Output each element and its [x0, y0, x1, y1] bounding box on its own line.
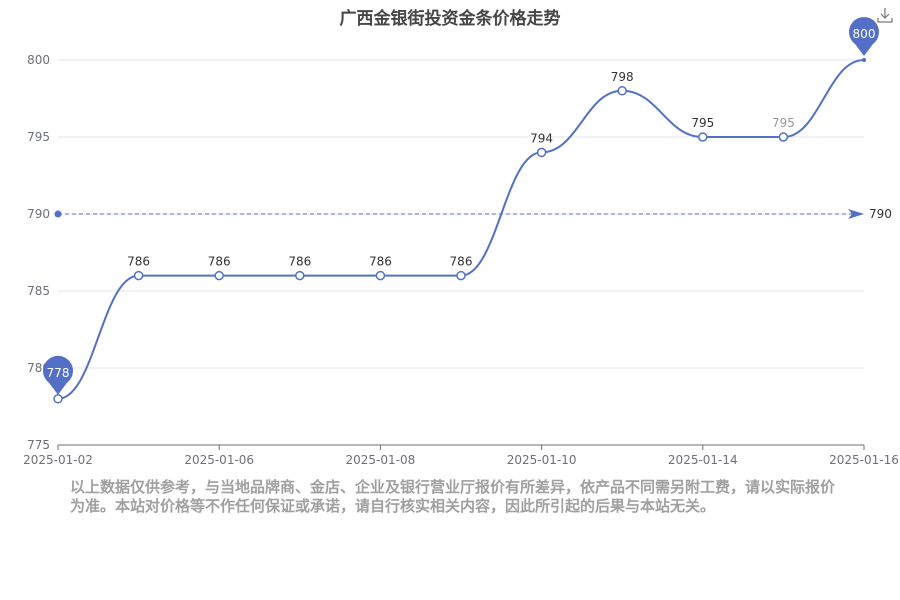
- data-label: 786: [127, 255, 150, 269]
- y-tick-label: 785: [27, 284, 50, 298]
- data-label: 786: [369, 255, 392, 269]
- y-tick-label: 800: [27, 53, 50, 67]
- min-pin-label: 778: [47, 366, 70, 380]
- data-point: [133, 270, 144, 281]
- x-tick-label: 2025-01-16: [829, 453, 899, 467]
- x-tick-label: 2025-01-08: [346, 453, 416, 467]
- average-line-start: [54, 210, 62, 218]
- chart-title: 广西金银街投资金条价格走势: [339, 9, 561, 29]
- data-label: 786: [450, 255, 473, 269]
- data-label: 786: [208, 255, 231, 269]
- download-icon[interactable]: [876, 6, 894, 24]
- data-label: 798: [611, 70, 634, 84]
- data-point: [698, 132, 708, 142]
- price-line: [57, 59, 865, 400]
- data-label: 786: [288, 255, 311, 269]
- max-pin-label: 800: [853, 27, 876, 41]
- y-tick-label: 795: [27, 130, 50, 144]
- min-pin: [43, 355, 74, 395]
- data-point: [456, 270, 466, 281]
- data-point: [617, 86, 627, 96]
- average-line-label: 790: [869, 207, 892, 221]
- y-tick-label: 790: [27, 207, 50, 221]
- data-point: [295, 270, 305, 281]
- data-point: [778, 132, 789, 142]
- data-point: [862, 58, 866, 62]
- x-tick-label: 2025-01-02: [23, 453, 93, 467]
- data-label: 794: [530, 131, 553, 145]
- x-tick-label: 2025-01-14: [668, 453, 738, 467]
- x-tick-label: 2025-01-06: [184, 453, 254, 467]
- y-tick-label: 775: [27, 438, 50, 452]
- data-label: 795: [691, 116, 714, 130]
- max-pin: [849, 17, 880, 56]
- data-point: [53, 394, 63, 404]
- data-point: [214, 270, 224, 281]
- data-label: 795: [772, 116, 795, 130]
- data-point: [536, 147, 547, 158]
- disclaimer-note: 以上数据仅供参考，与当地品牌商、金店、企业及银行营业厅报价有所差异，依产品不同需…: [70, 478, 836, 515]
- average-line-arrow: [848, 209, 864, 219]
- data-point: [375, 270, 386, 281]
- x-tick-label: 2025-01-10: [507, 453, 577, 467]
